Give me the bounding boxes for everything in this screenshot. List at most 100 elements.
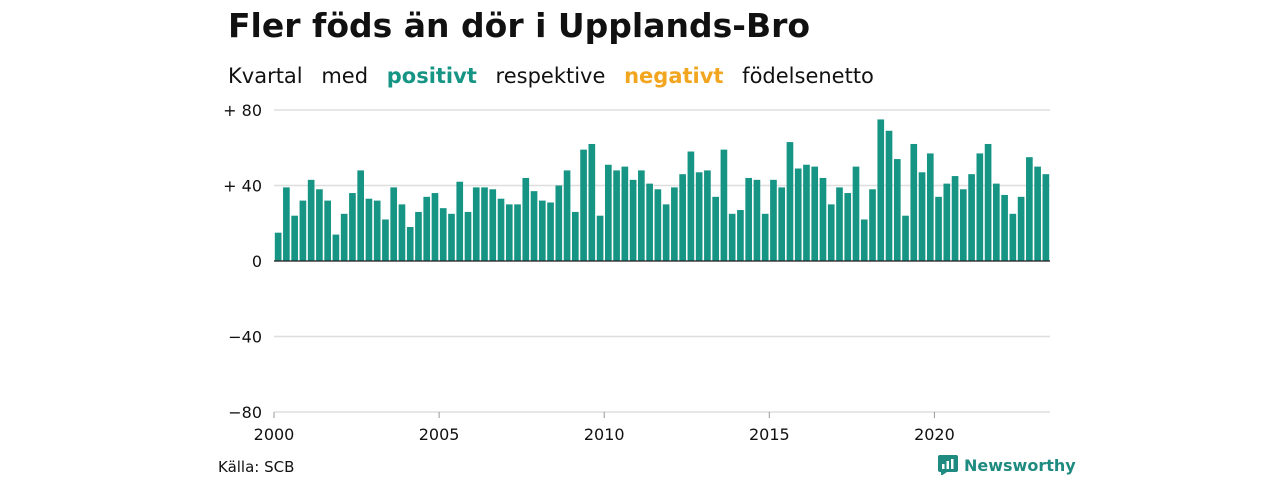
data-bar (638, 170, 645, 261)
y-tick-label: 0 (252, 252, 262, 271)
data-bar (819, 177, 827, 261)
data-bar (959, 189, 967, 261)
newsworthy-logo-icon (938, 455, 958, 475)
data-bar (439, 208, 447, 261)
data-bar (613, 170, 620, 261)
data-bar (514, 204, 521, 261)
data-bar (365, 198, 373, 261)
x-tick-label: 2010 (584, 425, 625, 444)
data-bar (662, 204, 670, 261)
data-bar (993, 183, 1000, 261)
data-bar (844, 193, 852, 261)
data-bar (984, 143, 992, 261)
data-bar (456, 181, 464, 261)
data-bar (349, 193, 356, 261)
data-bar (563, 170, 571, 261)
data-bar (794, 168, 802, 261)
data-bar (538, 200, 546, 261)
y-tick-label: −80 (228, 403, 262, 422)
data-bar (415, 211, 422, 261)
data-bar (646, 183, 653, 261)
data-bar (893, 159, 901, 261)
x-tick-label: 2015 (749, 425, 790, 444)
subtitle-text-1: Kvartal (228, 64, 303, 88)
data-bar (877, 119, 885, 261)
data-bar (588, 143, 596, 261)
data-bar (827, 204, 835, 261)
data-bar (976, 153, 984, 261)
data-bar (918, 172, 926, 261)
chart-subtitle: Kvartal med positivt respektive negativt… (228, 64, 886, 88)
data-bar (555, 185, 563, 261)
data-bar (472, 187, 480, 261)
data-bar (522, 177, 530, 261)
data-bar (580, 149, 587, 261)
y-tick-label: −40 (228, 328, 262, 347)
data-bar (332, 234, 340, 261)
brand-logo: Newsworthy (938, 455, 1076, 475)
y-tick-label: + 80 (223, 101, 262, 120)
data-bar (382, 219, 389, 261)
subtitle-positive: positivt (386, 64, 477, 88)
data-bar (803, 164, 810, 261)
x-tick-label: 2005 (419, 425, 460, 444)
y-tick-label: + 40 (223, 177, 262, 196)
data-bar (935, 196, 942, 261)
data-bar (968, 174, 975, 261)
data-bar (679, 174, 686, 261)
x-tick-label: 2020 (914, 425, 955, 444)
data-bar (406, 227, 414, 261)
data-bar (274, 232, 282, 261)
data-bar (629, 179, 637, 261)
data-bar (671, 187, 678, 261)
data-bar (852, 166, 860, 261)
data-bar (951, 176, 959, 261)
data-bar (340, 213, 348, 261)
data-bar (761, 213, 769, 261)
data-bar (1017, 196, 1025, 261)
data-bar (910, 143, 918, 261)
data-bar (605, 164, 612, 261)
data-bar (390, 187, 398, 261)
data-bar (811, 166, 819, 261)
data-bar (398, 204, 406, 261)
data-bar (770, 179, 777, 261)
chart-title: Fler föds än dör i Upplands-Bro (228, 6, 811, 45)
data-bar (1001, 194, 1008, 261)
data-bar (283, 187, 290, 261)
data-bar (324, 200, 331, 261)
data-bar (869, 189, 876, 261)
data-bar (902, 215, 909, 261)
data-bar (571, 211, 579, 261)
data-bar (307, 179, 315, 261)
data-bar (836, 187, 843, 261)
data-bar (448, 213, 455, 261)
subtitle-text-3: respektive (495, 64, 606, 88)
data-bar (357, 170, 365, 261)
data-bar (373, 200, 381, 261)
data-bar (497, 198, 505, 261)
data-bar (1034, 166, 1041, 261)
data-bar (1009, 213, 1017, 261)
data-bar (316, 189, 323, 261)
brand-name: Newsworthy (964, 455, 1076, 475)
data-bar (885, 130, 893, 261)
data-bar (720, 149, 728, 261)
data-bar (423, 196, 431, 261)
data-bar (926, 153, 934, 261)
data-bar (704, 170, 711, 261)
data-bar (505, 204, 513, 261)
subtitle-negative: negativt (624, 64, 724, 88)
data-bar (1042, 174, 1050, 261)
data-bar (745, 177, 753, 261)
x-tick-label: 2000 (254, 425, 295, 444)
data-bar (547, 202, 554, 261)
data-bar (786, 142, 794, 261)
data-bar (464, 211, 472, 261)
data-bar (654, 189, 662, 261)
data-bar (621, 166, 629, 261)
data-bar (753, 179, 761, 261)
data-bar (596, 215, 604, 261)
data-bar (943, 183, 951, 261)
